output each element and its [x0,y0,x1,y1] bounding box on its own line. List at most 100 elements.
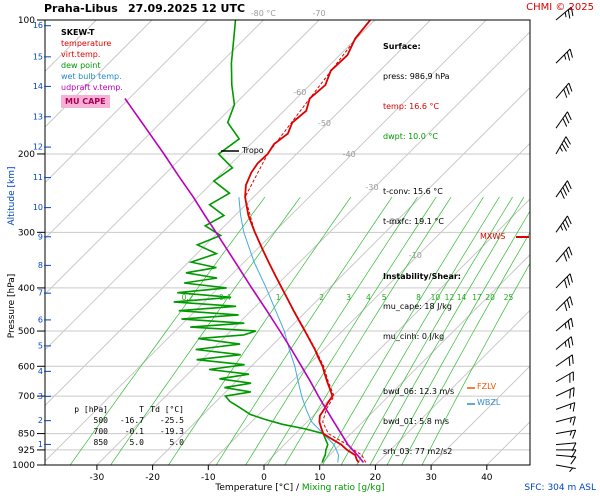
legend-title: SKEW-T [61,28,95,37]
isotherm-value: -40 [343,150,356,159]
mixing-ratio-line [168,196,352,465]
wind-barb [555,317,574,332]
altitude-tick-label: 2 [38,416,43,425]
isotherm-line [45,20,320,295]
table-cell: -0.1 [124,427,144,436]
mixing-ratio-line [340,196,500,465]
mixing-ratio-value: 2 [319,293,324,302]
pressure-tick-label: 925 [18,446,35,456]
mixing-ratio-line [267,196,437,465]
pressure-axis-label: Pressure [hPa] [7,273,17,339]
table-cell: 700 [93,427,108,436]
isotherm-line [486,421,530,465]
altitude-tick-label: 13 [33,112,43,121]
plot-frame [44,19,531,466]
mixing-ratio-line [401,231,530,465]
altitude-tick-label: 7 [38,289,43,298]
mixing-ratio-line [369,196,525,465]
wind-barb [555,111,572,129]
isotherm-value: -80 °C [251,9,277,18]
pressure-tick-label: 700 [18,392,35,402]
mixing-ratio-value: 4 [366,293,371,302]
table-cell: 5.0 [169,438,184,447]
mixing-ratio-value: 3 [346,293,351,302]
mixing-ratio-value: 1 [276,293,281,302]
pressure-tick-label: 500 [18,327,35,337]
altitude-tick-label: 14 [33,82,43,91]
max-wind-marker: MXWS [480,232,506,241]
isotherm-line [45,20,431,407]
temp-tick-label: -30 [90,473,105,483]
table-cell: -19.3 [159,427,184,436]
wind-barb [555,82,573,99]
x-axis-caption: Temperature [°C] / Mixing ratio [g/kg] [110,483,490,493]
isotherm-line [430,365,530,465]
mixing-ratio-axis-label: Mixing ratio [g/kg] [301,483,385,493]
dew-point-curve [173,20,329,463]
wind-barb [555,354,574,367]
mixing-ratio-line [356,196,513,465]
altitude-tick-label: 8 [38,261,43,270]
surface-tconv: t-conv: 15.6 °C [383,187,443,196]
station-elevation-label: SFC: 304 m ASL [524,483,596,493]
temp-tick-label: 30 [425,473,437,483]
table-cell: -25.5 [159,416,184,425]
level-table-header-p: p [hPa] [74,405,108,414]
table-cell: -16.7 [119,416,144,425]
legend-item-updraft: udpraft v.temp. [61,83,123,92]
temperature-curve [244,20,371,464]
isotherm-value: -70 [313,9,326,18]
wind-barb [555,296,573,312]
isotherm-line [319,253,530,465]
altitude-tick-label: 11 [33,173,43,182]
bwd06-value: bwd_06: 12.3 m/s [383,387,455,396]
temp-tick-label: -10 [201,473,216,483]
wind-barb [555,429,577,439]
wind-barb [555,246,573,263]
wind-barb [555,402,576,412]
temp-tick-label: 0 [261,473,267,483]
altitude-tick-label: 9 [38,232,43,241]
isotherm-value: -60 [293,88,306,97]
pressure-tick-label: 100 [18,16,35,26]
temp-tick-label: 20 [370,473,382,483]
temperature-axis-label: Temperature [°C] [215,483,294,493]
isotherm-line [45,20,209,184]
isotherm-line [45,20,264,240]
isotherm-line [263,198,530,465]
isotherm-line [375,309,530,465]
wind-barb [555,416,576,426]
table-cell: 500 [93,416,108,425]
wind-barb [555,387,575,399]
spacer [383,162,461,167]
isotherm-value: -20 [387,217,400,226]
pressure-tick-label: 400 [18,284,35,294]
legend-item-temperature: temperature [61,39,112,48]
altitude-tick-label: 12 [33,143,43,152]
wind-barb [555,6,574,21]
level-table-header-td: Td [°C] [150,405,184,414]
tropopause-marker: Tropo [242,146,264,155]
temp-tick-label: -20 [145,473,160,483]
mixing-ratio-value: 0.4 [219,293,231,302]
surface-temp: temp: 16.6 °C [383,102,440,111]
wind-barb [555,336,574,350]
wind-barb [555,464,576,473]
mixing-ratio-line [386,210,530,465]
copyright-label: CHMI © 2025 [526,2,594,13]
pressure-tick-label: 600 [18,362,35,372]
altitude-tick-label: 10 [33,203,43,212]
legend-item-wet-bulb: wet bulb temp. [61,72,122,81]
altitude-tick-label: 16 [33,21,43,30]
wind-barb [555,371,574,383]
wind-barb [555,48,573,64]
mixing-ratio-value: 5 [382,293,387,302]
pressure-tick-label: 200 [18,150,35,160]
altitude-tick-label: 6 [38,315,43,324]
srh03-value: srh_03: 77 m2/s2 [383,447,453,456]
mu-cape-value: mu_cape: 18 J/kg [383,302,452,311]
wet-bulb-temp--curve [238,197,340,463]
altitude-tick-label: 5 [38,341,43,350]
station-name: Praha-Libus [44,2,118,15]
